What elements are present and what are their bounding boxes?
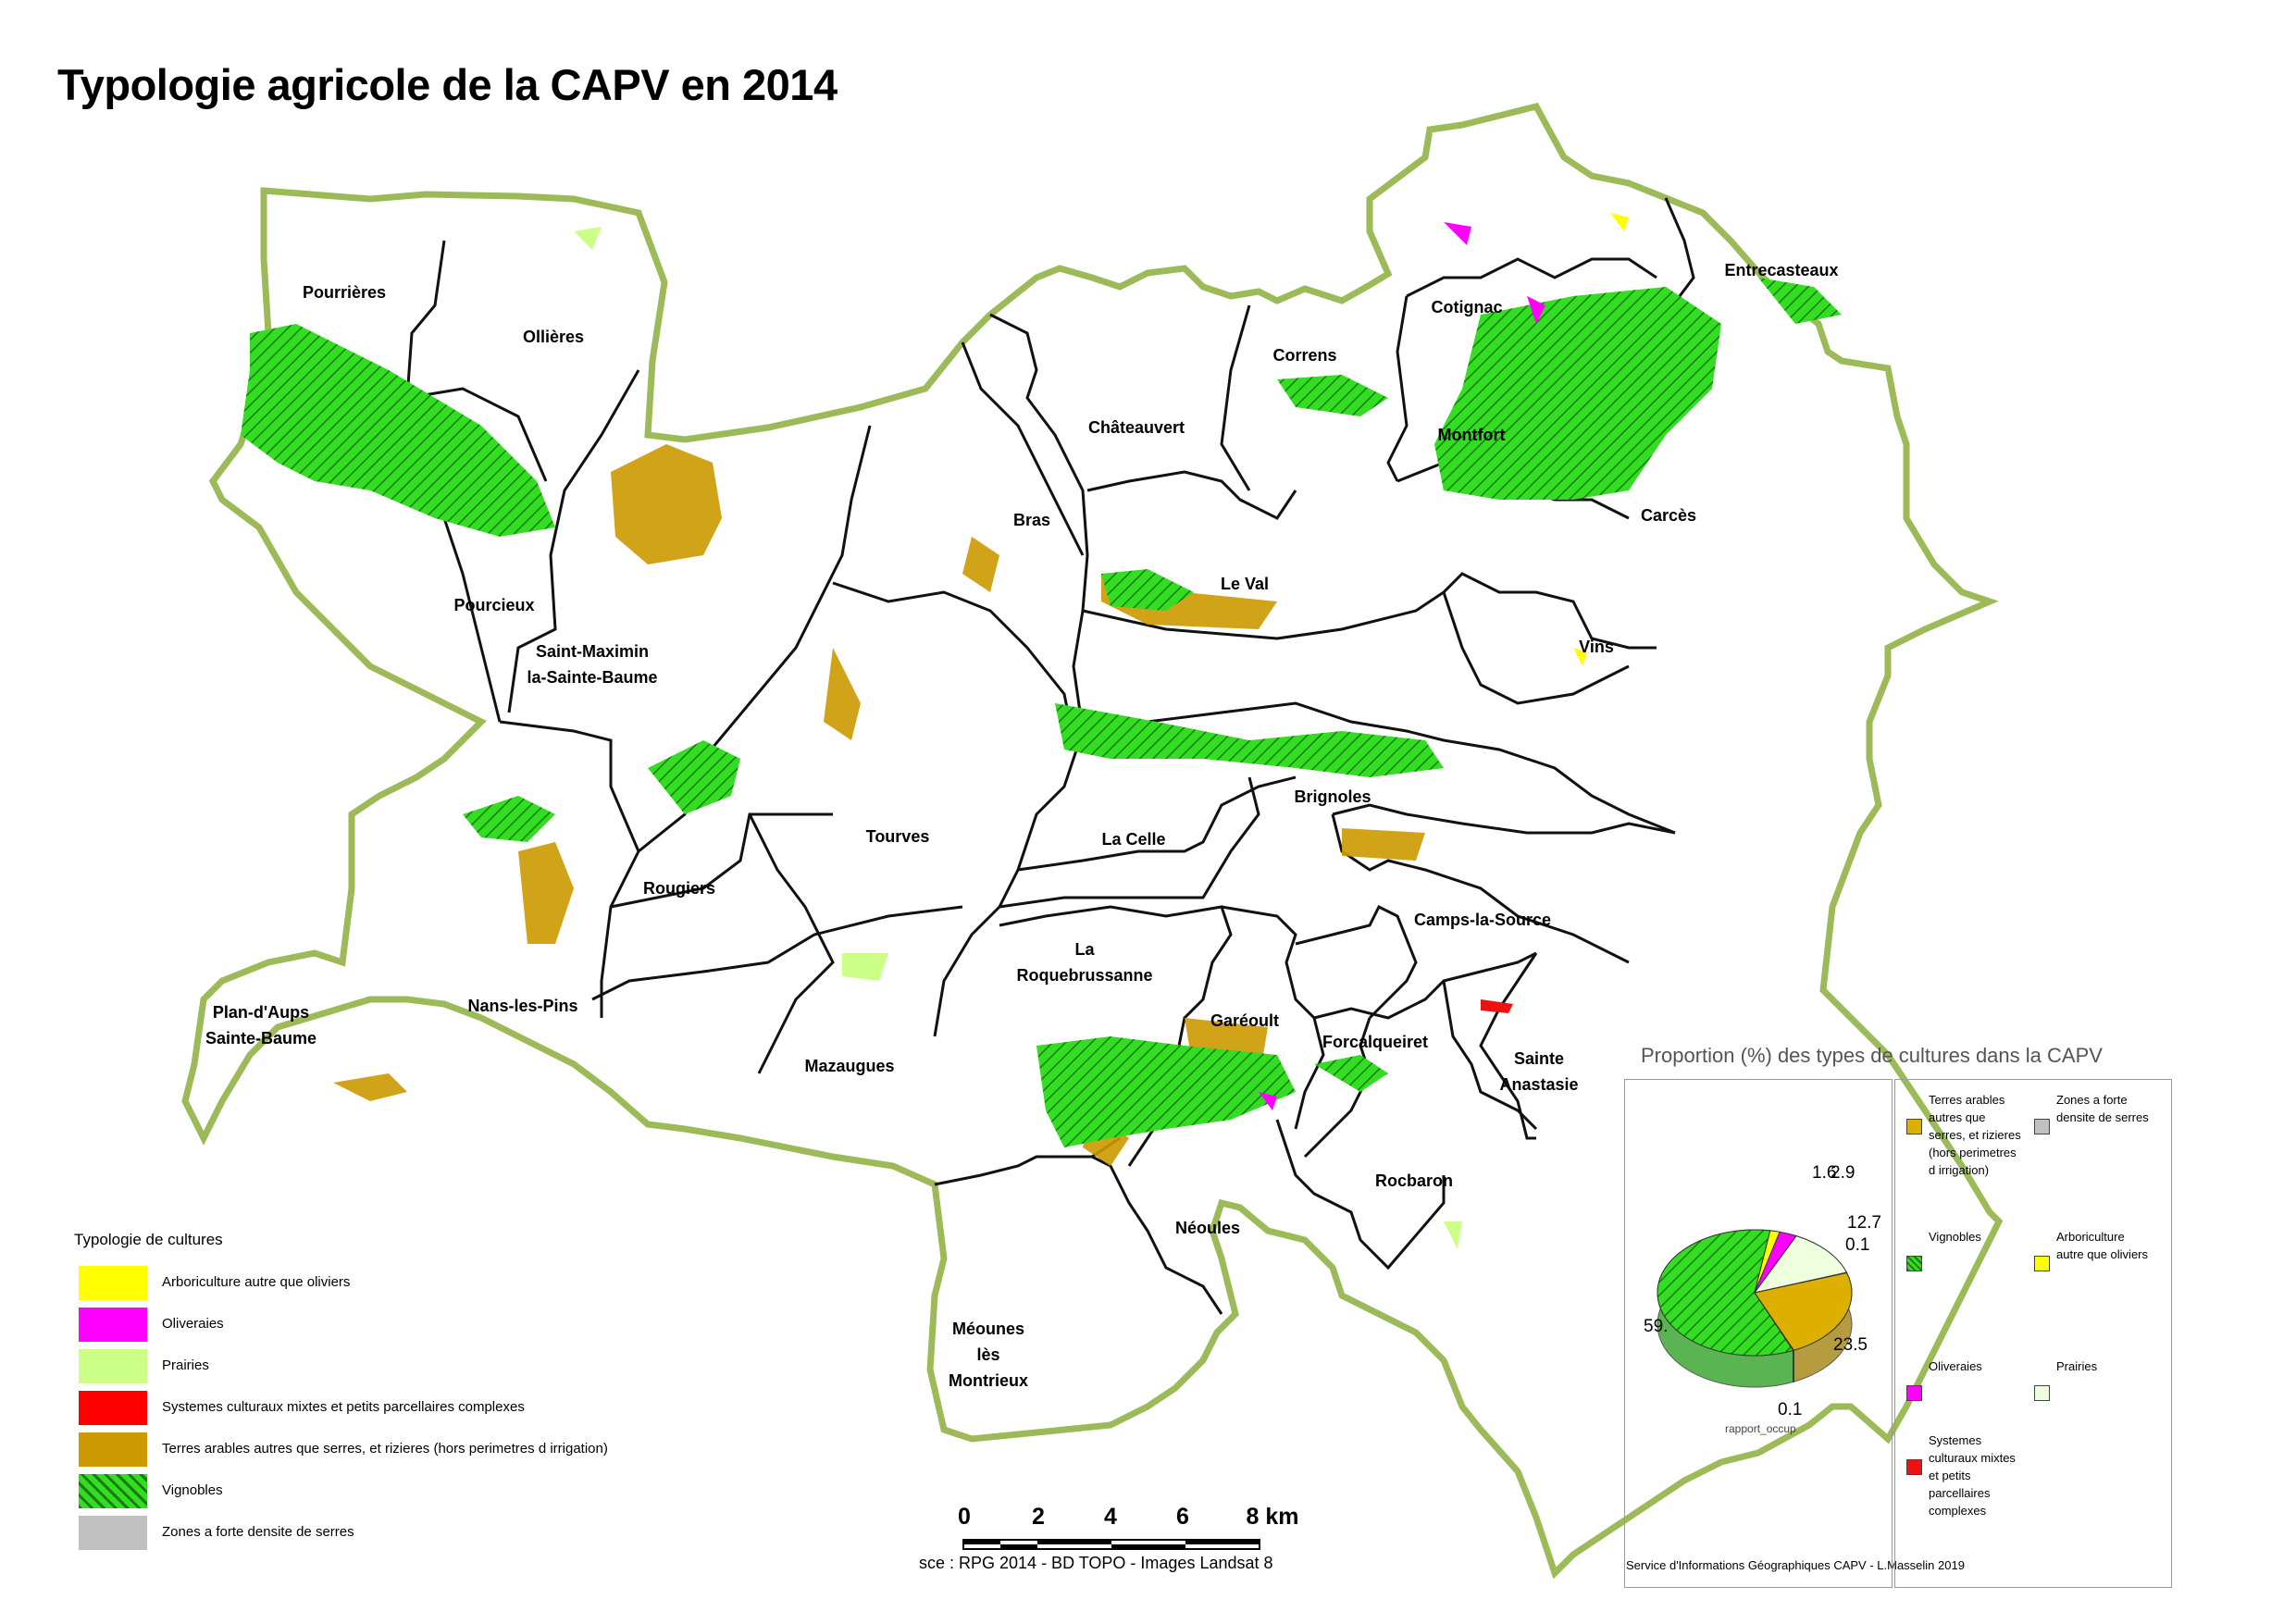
legend-item: Arboriculture autre que oliviers: [74, 1266, 740, 1308]
commune-label: Ollières: [522, 328, 585, 346]
commune-label: Entrecasteaux: [1724, 261, 1839, 279]
legend-swatch: [79, 1391, 147, 1425]
legend-item: Oliveraies: [74, 1308, 740, 1349]
commune-label: Vins: [1579, 638, 1614, 656]
pie-legend-label: Arboriculture autre que oliviers: [2056, 1230, 2148, 1261]
pie-value-label: 23.5: [1833, 1335, 1868, 1355]
pie-legend-swatch: [1906, 1119, 1922, 1134]
legend-swatch: [79, 1474, 147, 1508]
scale-bar-graphic: [962, 1539, 1260, 1550]
legend-swatch: [79, 1432, 147, 1467]
commune-label: Pourrières: [302, 283, 387, 302]
commune-label: Brignoles: [1294, 787, 1371, 806]
parcels-mixed: [1481, 999, 1513, 1013]
pie-legend-swatch: [2034, 1256, 2050, 1271]
pie-legend-label: Oliveraies: [1929, 1359, 1982, 1373]
legend-label: Systemes culturaux mixtes et petits parc…: [162, 1399, 525, 1415]
pie-value-label: 0.1: [1778, 1400, 1802, 1419]
pie-value-label: 0.1: [1845, 1235, 1869, 1255]
legend-label: Terres arables autres que serres, et riz…: [162, 1441, 608, 1457]
credit-text: Service d'Informations Géographiques CAP…: [1626, 1558, 1965, 1572]
commune-label: Bras: [1012, 511, 1051, 529]
legend-label: Vignobles: [162, 1482, 223, 1498]
pie-slice: [1657, 1229, 1794, 1357]
commune-label: Rougiers: [642, 879, 716, 898]
commune-label: Saint-Maximin la-Sainte-Baume: [527, 642, 658, 687]
pie-slice-side: [1793, 1349, 1794, 1383]
commune-label: Montfort: [1437, 426, 1506, 444]
commune-label: Nans-les-Pins: [467, 997, 578, 1015]
commune-label: Tourves: [865, 827, 930, 846]
scale-tick-4: 4: [1104, 1504, 1117, 1530]
parcels-orchards: [1573, 213, 1629, 666]
pie-slice: [1754, 1271, 1853, 1351]
pie-legend-label: Systemes culturaux mixtes et petits parc…: [1929, 1433, 2016, 1518]
pie-slice: [1754, 1292, 1795, 1351]
commune-label: Camps-la-Source: [1413, 911, 1552, 929]
pie-legend-label: Prairies: [2056, 1359, 2098, 1373]
legend-item: Terres arables autres que serres, et riz…: [74, 1432, 740, 1474]
scale-tick-2: 2: [1032, 1504, 1045, 1530]
scale-tick-6: 6: [1176, 1504, 1189, 1530]
legend-item: Prairies: [74, 1349, 740, 1391]
legend-label: Oliveraies: [162, 1316, 224, 1332]
pie-chart-panel: Proportion (%) des types de cultures dan…: [1624, 1044, 2172, 1588]
pie-legend-swatch: [1906, 1256, 1922, 1271]
legend-swatch: [79, 1349, 147, 1383]
commune-label: Carcès: [1640, 506, 1697, 525]
legend-label: Arboriculture autre que oliviers: [162, 1274, 351, 1290]
pie-legend-swatch: [2034, 1119, 2050, 1134]
pie-legend: Terres arables autres que serres, et riz…: [1894, 1079, 2172, 1588]
legend-swatch: [79, 1266, 147, 1300]
commune-label: Forcalqueiret: [1322, 1033, 1429, 1051]
pie-legend-label: Vignobles: [1929, 1230, 1981, 1244]
map-title: Typologie agricole de la CAPV en 2014: [57, 60, 838, 109]
chart-title: Proportion (%) des types de cultures dan…: [1641, 1044, 2103, 1067]
map-legend: Typologie de cultures Arboriculture autr…: [74, 1231, 740, 1557]
commune-label: Garéoult: [1210, 1011, 1280, 1030]
legend-label: Prairies: [162, 1357, 209, 1373]
parcels-vineyards: [241, 278, 1842, 1147]
chart-caption: rapport_occup: [1725, 1422, 1796, 1435]
legend-label: Zones a forte densite de serres: [162, 1524, 354, 1540]
commune-label: La Celle: [1101, 830, 1166, 849]
commune-label: Sainte Anastasie: [1499, 1049, 1579, 1094]
parcels-olives: [1259, 222, 1545, 1110]
legend-swatch: [79, 1308, 147, 1342]
legend-item: Vignobles: [74, 1474, 740, 1516]
pie-box: 59. 1.6 2.9 12.7 0.1 23.5 0.1 rapport_occup: [1624, 1079, 1893, 1588]
scale-tick-0: 0: [958, 1504, 971, 1530]
commune-label: Néoules: [1174, 1219, 1241, 1237]
pie-value-label: 12.7: [1847, 1213, 1881, 1233]
commune-label: Pourcieux: [453, 596, 535, 614]
commune-label: Mazaugues: [804, 1057, 895, 1075]
commune-label: Le Val: [1220, 575, 1270, 593]
pie-legend-label: Terres arables autres que serres, et riz…: [1929, 1093, 2021, 1177]
pie-value-label: 59.: [1644, 1317, 1668, 1336]
legend-swatch: [79, 1516, 147, 1550]
commune-label: Plan-d'Aups Sainte-Baume: [205, 1003, 317, 1048]
pie-slice: [1753, 1235, 1848, 1294]
commune-label: Châteauvert: [1087, 418, 1185, 437]
pie-legend-label: Zones a forte densite de serres: [2056, 1093, 2149, 1124]
pie-value-label: 2.9: [1831, 1163, 1855, 1183]
pie-legend-swatch: [2034, 1385, 2050, 1401]
commune-label: Méounes lès Montrieux: [948, 1320, 1029, 1390]
pie-value-label: 1.6: [1812, 1163, 1836, 1183]
source-text: sce : RPG 2014 - BD TOPO - Images Landsa…: [919, 1554, 1273, 1572]
parcels-prairies: [574, 227, 1462, 1249]
scale-bar: 0 2 4 6 8 km: [953, 1504, 1305, 1559]
pie-legend-swatch: [1906, 1385, 1922, 1401]
commune-label: Cotignac: [1431, 298, 1503, 316]
commune-label: Rocbaron: [1374, 1172, 1454, 1190]
pie-legend-swatch: [1906, 1459, 1922, 1475]
legend-title: Typologie de cultures: [74, 1231, 223, 1248]
commune-label: Correns: [1272, 346, 1337, 365]
scale-tick-8: 8 km: [1246, 1504, 1299, 1530]
legend-item: Systemes culturaux mixtes et petits parc…: [74, 1391, 740, 1432]
commune-label: La Roquebrussanne: [1016, 940, 1153, 985]
legend-item: Zones a forte densite de serres: [74, 1516, 740, 1557]
pie-chart: 59.1.62.912.70.123.50.1: [1644, 1163, 1881, 1419]
